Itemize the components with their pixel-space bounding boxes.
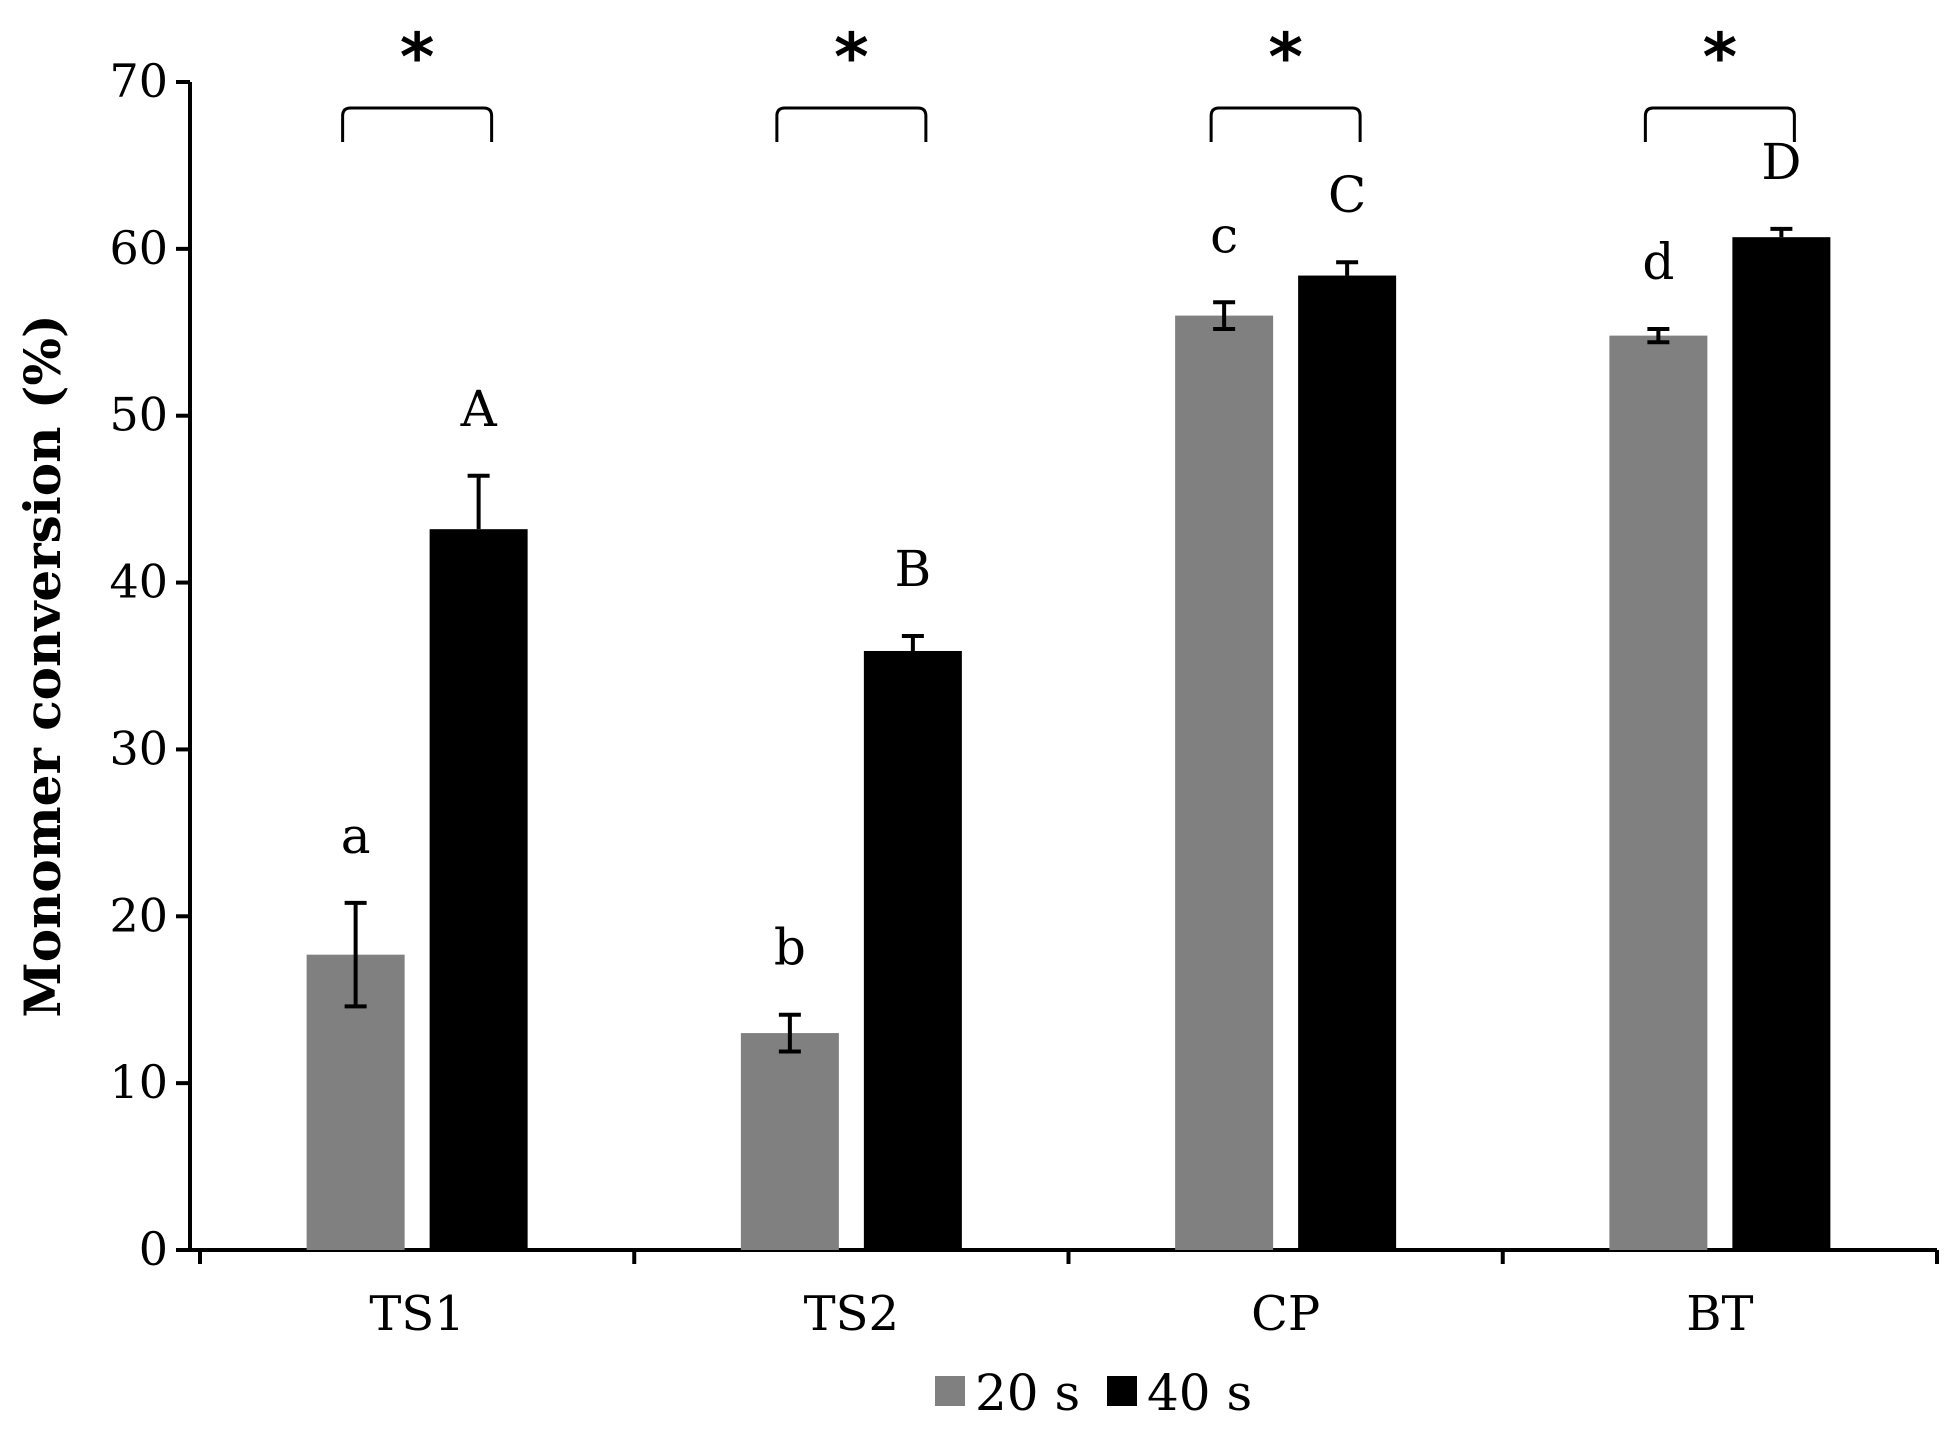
bracket-ts1 <box>341 106 494 142</box>
y-tick-label-70: 70 <box>109 54 168 108</box>
significance-star-bt: * <box>1703 19 1738 96</box>
bracket-ts2 <box>775 106 928 142</box>
legend-label-40s: 40 s <box>1147 1364 1252 1422</box>
legend-swatch-40s <box>1107 1376 1137 1406</box>
legend-label-20s: 20 s <box>975 1364 1080 1422</box>
significance-letter-B: B <box>895 540 932 598</box>
y-tick-label-0: 0 <box>139 1222 168 1276</box>
significance-letter-A: A <box>460 380 498 438</box>
significance-letter-C: C <box>1328 166 1366 224</box>
bars <box>306 237 1831 1251</box>
significance-letter-D: D <box>1761 133 1801 191</box>
y-axis-label: Monomer conversion (%) <box>13 314 72 1017</box>
x-tick-label-ts1: TS1 <box>369 1286 464 1342</box>
x-tick-label-cp: CP <box>1251 1286 1320 1342</box>
significance-letter-b: b <box>774 919 806 977</box>
y-tick-label-50: 50 <box>109 388 168 442</box>
bar-cp-20s <box>1175 315 1274 1251</box>
significance-star-ts2: * <box>834 19 869 96</box>
y-tick-label-20: 20 <box>109 888 168 942</box>
bar-ts2-40s <box>863 650 962 1250</box>
x-tick-label-ts2: TS2 <box>804 1286 899 1342</box>
significance-letter-a: a <box>341 807 371 865</box>
significance-letters: a Ab Bc Cd D <box>341 133 1802 977</box>
y-tick-label-60: 60 <box>109 221 168 275</box>
bar-cp-40s <box>1298 275 1397 1250</box>
legend: 20 s 40 s <box>935 1364 1252 1422</box>
bracket-bt <box>1643 106 1796 142</box>
bar-ts2-20s <box>740 1033 839 1250</box>
y-tick-label-40: 40 <box>109 555 168 609</box>
axes: 0 10 20 30 40 50 60 70 TS1 TS2 CP BT <box>109 54 1939 1342</box>
significance-star-cp: * <box>1268 19 1303 96</box>
y-tick-label-10: 10 <box>109 1055 168 1109</box>
legend-swatch-20s <box>935 1376 965 1406</box>
bracket-cp <box>1209 106 1362 142</box>
error-bars <box>344 226 1793 1054</box>
x-tick-label-bt: BT <box>1686 1286 1753 1342</box>
significance-letter-c: c <box>1210 206 1238 264</box>
y-tick-label-30: 30 <box>109 721 168 775</box>
significance-letter-d: d <box>1642 233 1674 291</box>
significance-star-ts1: * <box>400 19 435 96</box>
bar-bt-40s <box>1732 237 1831 1251</box>
significance-brackets: * * * * <box>341 19 1796 142</box>
bar-ts1-40s <box>429 529 528 1250</box>
bar-bt-20s <box>1609 335 1708 1250</box>
